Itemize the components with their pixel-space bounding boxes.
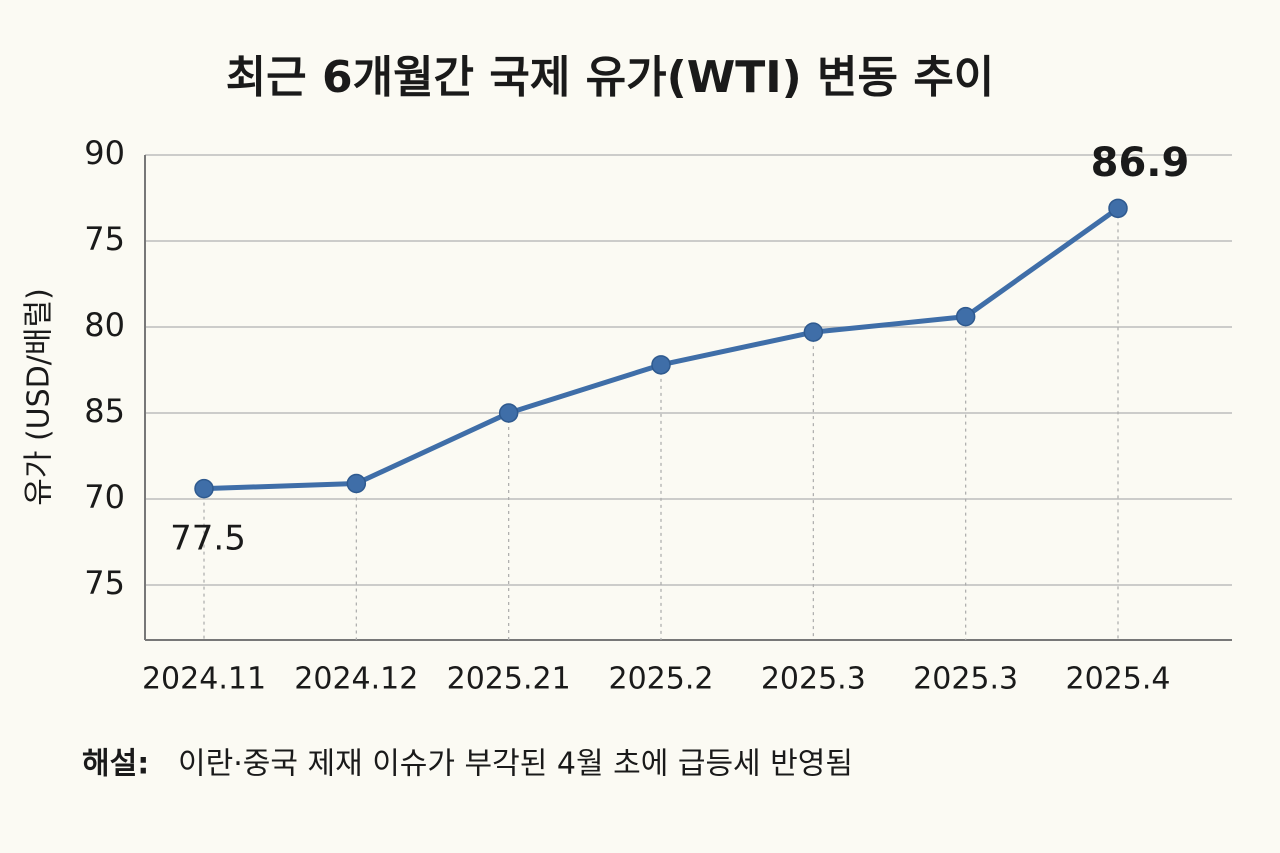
x-tick-label: 2025.3	[761, 662, 866, 697]
note-label: 해설:	[82, 747, 149, 782]
x-tick-label: 2024.12	[294, 662, 418, 697]
data-point	[346, 473, 367, 494]
x-tick-label: 2025.21	[447, 662, 571, 697]
x-tick-label: 2024.11	[142, 662, 266, 697]
data-point	[194, 478, 214, 499]
data-point	[651, 355, 671, 375]
x-tick-label: 2025.3	[913, 662, 1018, 697]
annotation: 86.9	[1091, 140, 1190, 186]
y-tick-label: 80	[84, 306, 125, 344]
y-tick-label: 85	[84, 392, 125, 430]
data-point	[803, 322, 824, 342]
y-tick-label: 75	[84, 220, 125, 258]
annotation: 77.5	[170, 519, 246, 559]
note-text: 이란·중국 제재 이슈가 부각된 4월 초에 급등세 반영됨	[178, 747, 853, 782]
data-point	[498, 403, 519, 423]
y-tick-label: 70	[84, 478, 125, 516]
y-axis-label: 유가 (USD/배럴)	[22, 288, 57, 506]
data-point	[1108, 198, 1128, 219]
chart-title: 최근 6개월간 국제 유가(WTI) 변동 추이	[226, 52, 995, 103]
x-tick-label: 2025.4	[1066, 662, 1171, 697]
data-point	[955, 306, 976, 327]
y-tick-label: 90	[84, 134, 125, 172]
y-tick-label: 75	[84, 564, 125, 602]
x-tick-label: 2025.2	[609, 662, 714, 697]
